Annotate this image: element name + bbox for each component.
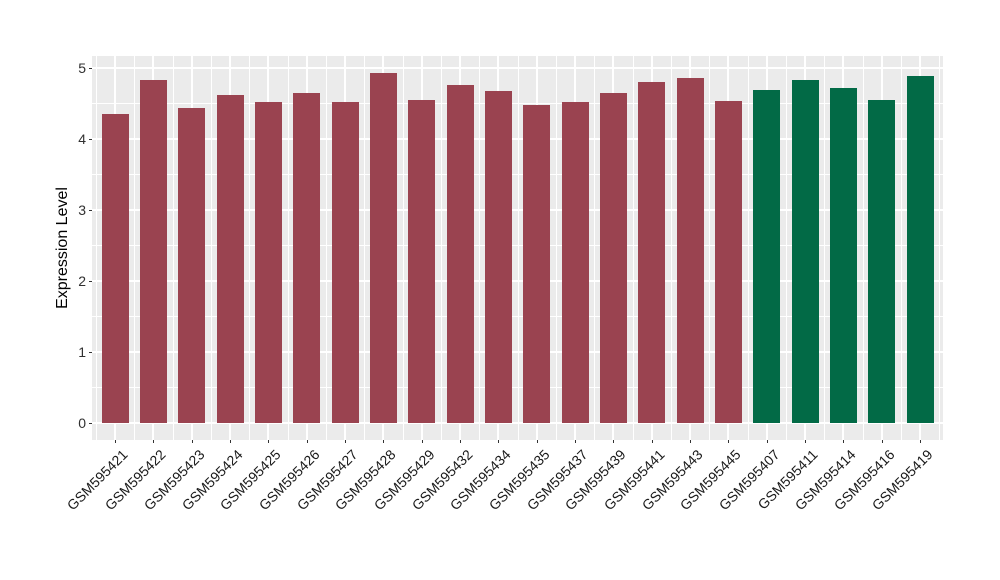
bar-GSM595424 bbox=[216, 94, 244, 423]
x-tick-mark bbox=[920, 440, 921, 443]
bar-GSM595425 bbox=[254, 102, 282, 423]
gridline-minor-vertical bbox=[594, 56, 596, 440]
gridline-minor-vertical bbox=[440, 56, 442, 440]
gridline-major-horizontal bbox=[92, 350, 943, 353]
x-tick-mark bbox=[153, 440, 155, 443]
x-tick-mark bbox=[383, 440, 385, 443]
gridline-minor-vertical bbox=[709, 56, 711, 440]
x-tick-mark bbox=[421, 440, 423, 443]
x-tick-mark bbox=[805, 440, 806, 443]
y-tick-mark bbox=[89, 138, 92, 140]
x-tick-mark bbox=[651, 440, 653, 443]
y-tick-label: 0 bbox=[78, 414, 86, 431]
bar-GSM595445 bbox=[714, 101, 742, 423]
x-tick-mark bbox=[498, 440, 500, 443]
bar-GSM595411 bbox=[791, 80, 819, 423]
gridline-minor-vertical bbox=[172, 56, 174, 440]
x-tick-mark bbox=[345, 440, 346, 443]
x-tick-mark bbox=[306, 440, 308, 443]
bar-GSM595432 bbox=[446, 85, 474, 423]
bar-GSM595416 bbox=[868, 99, 896, 423]
x-tick-mark bbox=[766, 440, 768, 443]
bar-GSM595414 bbox=[829, 87, 857, 423]
gridline-minor-vertical bbox=[939, 56, 941, 440]
bar-GSM595441 bbox=[638, 81, 666, 423]
x-tick-mark bbox=[115, 440, 116, 443]
gridline-minor-vertical bbox=[325, 56, 327, 440]
bar-GSM595427 bbox=[331, 102, 359, 423]
y-tick-label: 5 bbox=[78, 59, 86, 76]
x-tick-mark bbox=[268, 440, 270, 443]
gridline-minor-vertical bbox=[249, 56, 251, 440]
gridline-minor-vertical bbox=[479, 56, 481, 440]
x-tick-mark bbox=[881, 440, 883, 443]
x-tick-mark bbox=[230, 440, 231, 443]
x-tick-mark bbox=[575, 440, 576, 443]
gridline-major-horizontal bbox=[92, 208, 943, 211]
bar-GSM595443 bbox=[676, 77, 704, 423]
gridline-major-horizontal bbox=[92, 279, 943, 282]
bar-GSM595423 bbox=[178, 108, 206, 423]
gridline-major-horizontal bbox=[92, 421, 943, 424]
x-tick-mark bbox=[690, 440, 691, 443]
x-tick-mark bbox=[843, 440, 845, 443]
bar-GSM595422 bbox=[139, 79, 167, 423]
bar-GSM595437 bbox=[561, 102, 589, 423]
bar-GSM595428 bbox=[369, 73, 397, 423]
x-tick-mark bbox=[191, 440, 193, 443]
gridline-major-horizontal bbox=[92, 66, 943, 69]
gridline-minor-vertical bbox=[364, 56, 366, 440]
y-tick-mark bbox=[89, 67, 92, 69]
bar-GSM595407 bbox=[753, 90, 781, 423]
bar-GSM595434 bbox=[484, 91, 512, 423]
x-tick-mark bbox=[728, 440, 730, 443]
gridline-minor-vertical bbox=[134, 56, 136, 440]
y-tick-label: 3 bbox=[78, 201, 86, 218]
gridline-minor-vertical bbox=[555, 56, 557, 440]
gridline-minor-vertical bbox=[824, 56, 826, 440]
bar-GSM595429 bbox=[408, 100, 436, 423]
bar-GSM595435 bbox=[523, 105, 551, 423]
y-tick-mark bbox=[89, 280, 92, 282]
x-tick-mark bbox=[460, 440, 461, 443]
x-tick-mark bbox=[536, 440, 538, 443]
y-tick-mark bbox=[89, 209, 92, 211]
y-tick-mark bbox=[89, 422, 92, 424]
bar-GSM595426 bbox=[293, 92, 321, 423]
x-tick-mark bbox=[613, 440, 615, 443]
gridline-minor-vertical bbox=[785, 56, 787, 440]
bar-GSM595419 bbox=[906, 76, 934, 423]
gridline-minor-vertical bbox=[402, 56, 404, 440]
gridline-minor-vertical bbox=[95, 56, 97, 440]
bar-GSM595439 bbox=[599, 93, 627, 423]
gridline-minor-vertical bbox=[747, 56, 749, 440]
gridline-minor-vertical bbox=[632, 56, 634, 440]
y-tick-label: 1 bbox=[78, 343, 86, 360]
gridline-minor-vertical bbox=[862, 56, 864, 440]
gridline-minor-vertical bbox=[670, 56, 672, 440]
y-tick-label: 2 bbox=[78, 272, 86, 289]
gridline-minor-vertical bbox=[900, 56, 902, 440]
bar-GSM595421 bbox=[101, 113, 129, 423]
gridline-minor-vertical bbox=[287, 56, 289, 440]
gridline-minor-vertical bbox=[210, 56, 212, 440]
y-tick-mark bbox=[89, 351, 92, 353]
plot-panel bbox=[92, 56, 943, 440]
gridline-major-horizontal bbox=[92, 137, 943, 140]
y-tick-label: 4 bbox=[78, 130, 86, 147]
gridline-minor-vertical bbox=[517, 56, 519, 440]
